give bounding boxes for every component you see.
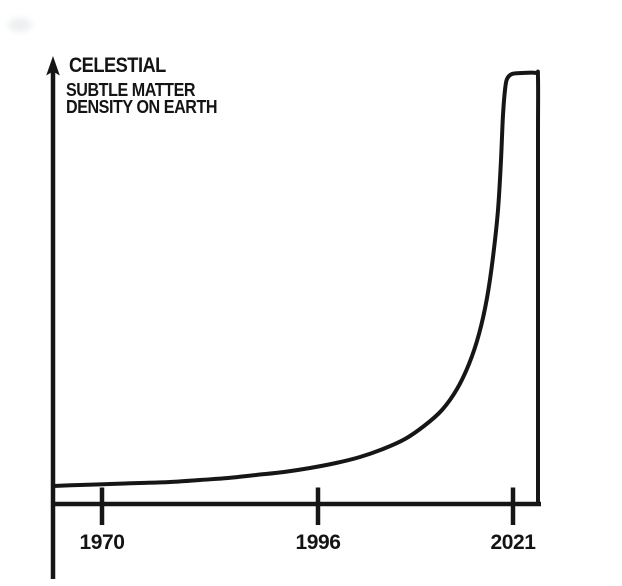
density-curve bbox=[51, 69, 541, 504]
x-tick-label-1996: 1996 bbox=[295, 531, 341, 554]
chart-title: CELESTIAL SUBTLE MATTER DENSITY ON EARTH bbox=[66, 54, 240, 115]
x-tick-label-2021: 2021 bbox=[490, 531, 536, 554]
chart-title-line2: SUBTLE MATTER bbox=[66, 79, 196, 100]
x-tick-label-1970: 1970 bbox=[79, 531, 125, 554]
scan-smudge bbox=[8, 18, 32, 32]
y-axis-arrowhead-icon bbox=[46, 56, 60, 76]
chart-title-line1: CELESTIAL bbox=[69, 54, 166, 77]
chart-title-line3: DENSITY ON EARTH bbox=[66, 95, 218, 117]
